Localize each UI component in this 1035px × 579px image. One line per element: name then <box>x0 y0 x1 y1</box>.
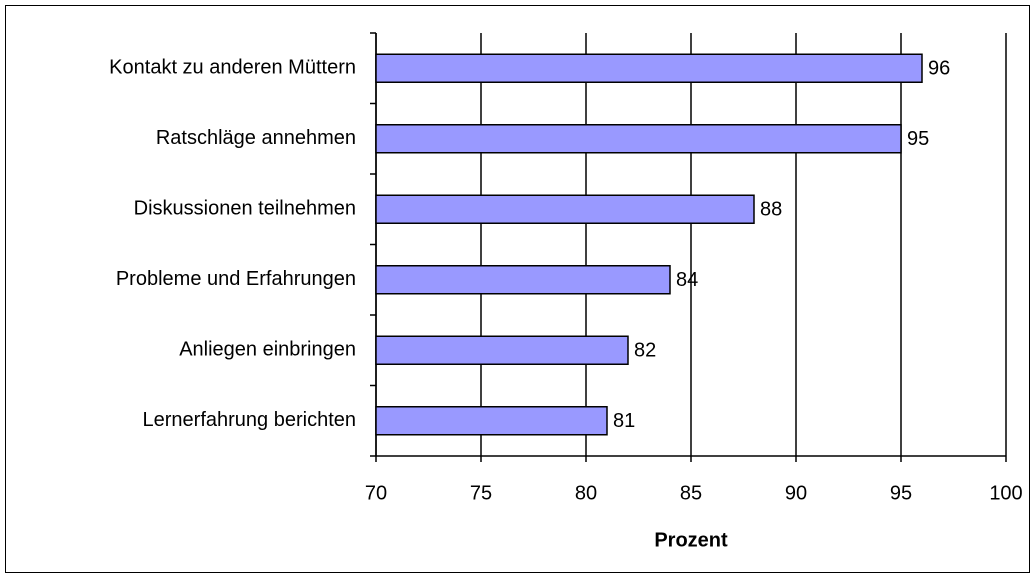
data-label: 88 <box>760 199 782 221</box>
data-label: 84 <box>676 269 698 291</box>
bar <box>375 124 902 154</box>
data-label: 96 <box>928 58 950 80</box>
x-tick-label: 70 <box>365 482 387 504</box>
bar <box>375 194 755 224</box>
x-axis-label: Prozent <box>654 529 728 551</box>
x-tick-label: 90 <box>785 482 807 504</box>
bar <box>375 406 608 436</box>
y-tick-label: Kontakt zu anderen Müttern <box>109 57 356 79</box>
data-label: 95 <box>907 128 929 150</box>
data-label: 81 <box>613 410 635 432</box>
x-tick-label: 85 <box>680 482 702 504</box>
x-tick-label: 100 <box>989 482 1022 504</box>
y-tick-label: Anliegen einbringen <box>179 339 356 361</box>
bar <box>375 335 629 365</box>
y-tick-label: Lernerfahrung berichten <box>143 409 356 431</box>
y-tick-label: Diskussionen teilnehmen <box>134 198 356 220</box>
bar <box>375 265 671 295</box>
y-tick-label: Probleme und Erfahrungen <box>116 268 356 290</box>
x-tick-label: 95 <box>890 482 912 504</box>
x-tick-label: 75 <box>470 482 492 504</box>
data-label: 82 <box>634 340 656 362</box>
bar <box>375 53 923 83</box>
y-tick-label: Ratschläge annehmen <box>156 127 356 149</box>
x-tick-label: 80 <box>575 482 597 504</box>
